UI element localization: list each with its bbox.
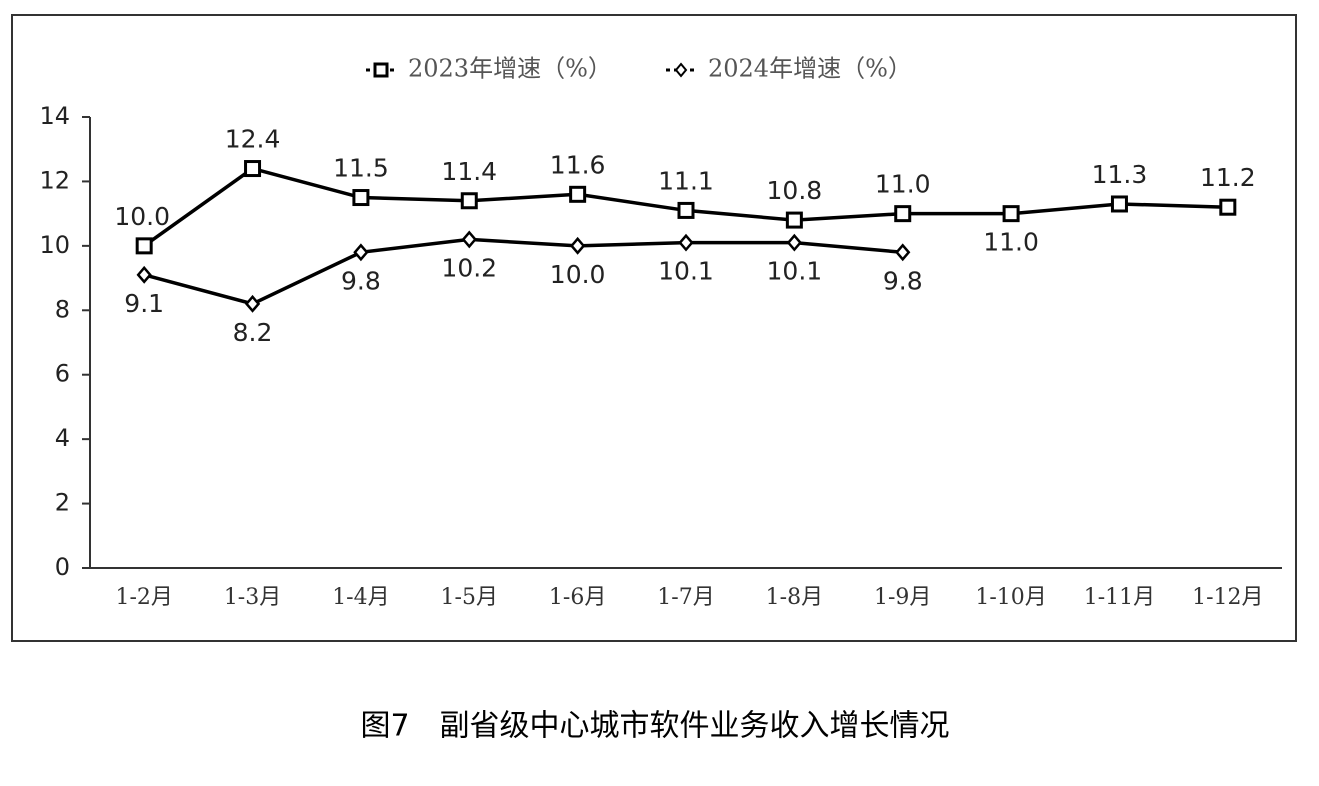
- x-tick-label: 1-11月: [1084, 585, 1155, 610]
- data-label: 9.8: [341, 266, 381, 295]
- data-label: 9.8: [883, 266, 923, 295]
- x-tick-label: 1-4月: [332, 585, 389, 610]
- x-tick-label: 1-5月: [441, 585, 498, 610]
- y-tick-label: 12: [39, 166, 70, 194]
- data-label: 11.1: [658, 166, 714, 195]
- point-marker: [352, 189, 370, 207]
- y-tick-label: 0: [55, 553, 70, 581]
- data-label: 9.1: [124, 289, 164, 318]
- point-marker: [678, 233, 694, 252]
- data-label: 11.6: [550, 150, 606, 179]
- x-tick-label: 1-2月: [115, 585, 172, 610]
- data-label: 11.2: [1200, 163, 1256, 192]
- data-label: 8.2: [233, 318, 273, 347]
- x-tick-label: 1-8月: [766, 585, 823, 610]
- point-marker: [569, 185, 587, 203]
- point-marker: [1002, 205, 1020, 223]
- point-marker: [461, 230, 477, 249]
- data-label: 10.1: [658, 257, 714, 286]
- data-label: 10.0: [550, 260, 606, 289]
- point-marker: [895, 243, 911, 262]
- point-marker: [460, 192, 478, 210]
- point-marker: [1110, 195, 1128, 213]
- data-label: 11.0: [875, 170, 931, 199]
- y-tick-label: 14: [39, 102, 70, 130]
- point-marker: [569, 236, 586, 255]
- point-marker: [135, 237, 153, 255]
- series-line: [143, 237, 903, 306]
- data-label: 10.0: [114, 202, 170, 231]
- data-label: 11.3: [1092, 160, 1148, 189]
- legend-marker: [373, 62, 389, 78]
- point-marker: [785, 211, 803, 229]
- data-label: 11.4: [441, 157, 497, 186]
- data-label: 10.1: [767, 257, 823, 286]
- x-tick-label: 1-6月: [549, 585, 606, 610]
- chart-caption: 图7 副省级中心城市软件业务收入增长情况: [360, 709, 949, 744]
- legend-marker: [674, 62, 688, 78]
- point-marker: [677, 201, 695, 219]
- legend-label: 2024年增速（%）: [708, 55, 912, 83]
- point-marker: [353, 243, 369, 262]
- point-marker: [1219, 198, 1237, 216]
- chart-frame: [11, 14, 1297, 642]
- y-tick-label: 10: [39, 231, 70, 259]
- y-tick-label: 8: [55, 295, 70, 323]
- point-marker: [244, 160, 262, 178]
- data-label: 11.5: [333, 154, 389, 183]
- data-label: 11.0: [983, 228, 1039, 257]
- point-marker: [136, 265, 152, 284]
- x-tick-label: 1-10月: [975, 585, 1046, 610]
- legend-label: 2023年增速（%）: [408, 55, 612, 83]
- x-tick-label: 1-9月: [874, 585, 931, 610]
- x-tick-label: 1-3月: [224, 585, 281, 610]
- x-tick-label: 1-12月: [1192, 585, 1263, 610]
- data-label: 10.8: [767, 176, 823, 205]
- data-label: 10.2: [441, 253, 497, 282]
- y-tick-label: 4: [55, 424, 70, 452]
- point-marker: [244, 294, 261, 313]
- point-marker: [786, 233, 803, 252]
- point-marker: [894, 205, 912, 223]
- y-tick-label: 6: [55, 360, 70, 388]
- data-label: 12.4: [225, 125, 281, 154]
- x-tick-label: 1-7月: [657, 585, 714, 610]
- y-tick-label: 2: [55, 489, 70, 517]
